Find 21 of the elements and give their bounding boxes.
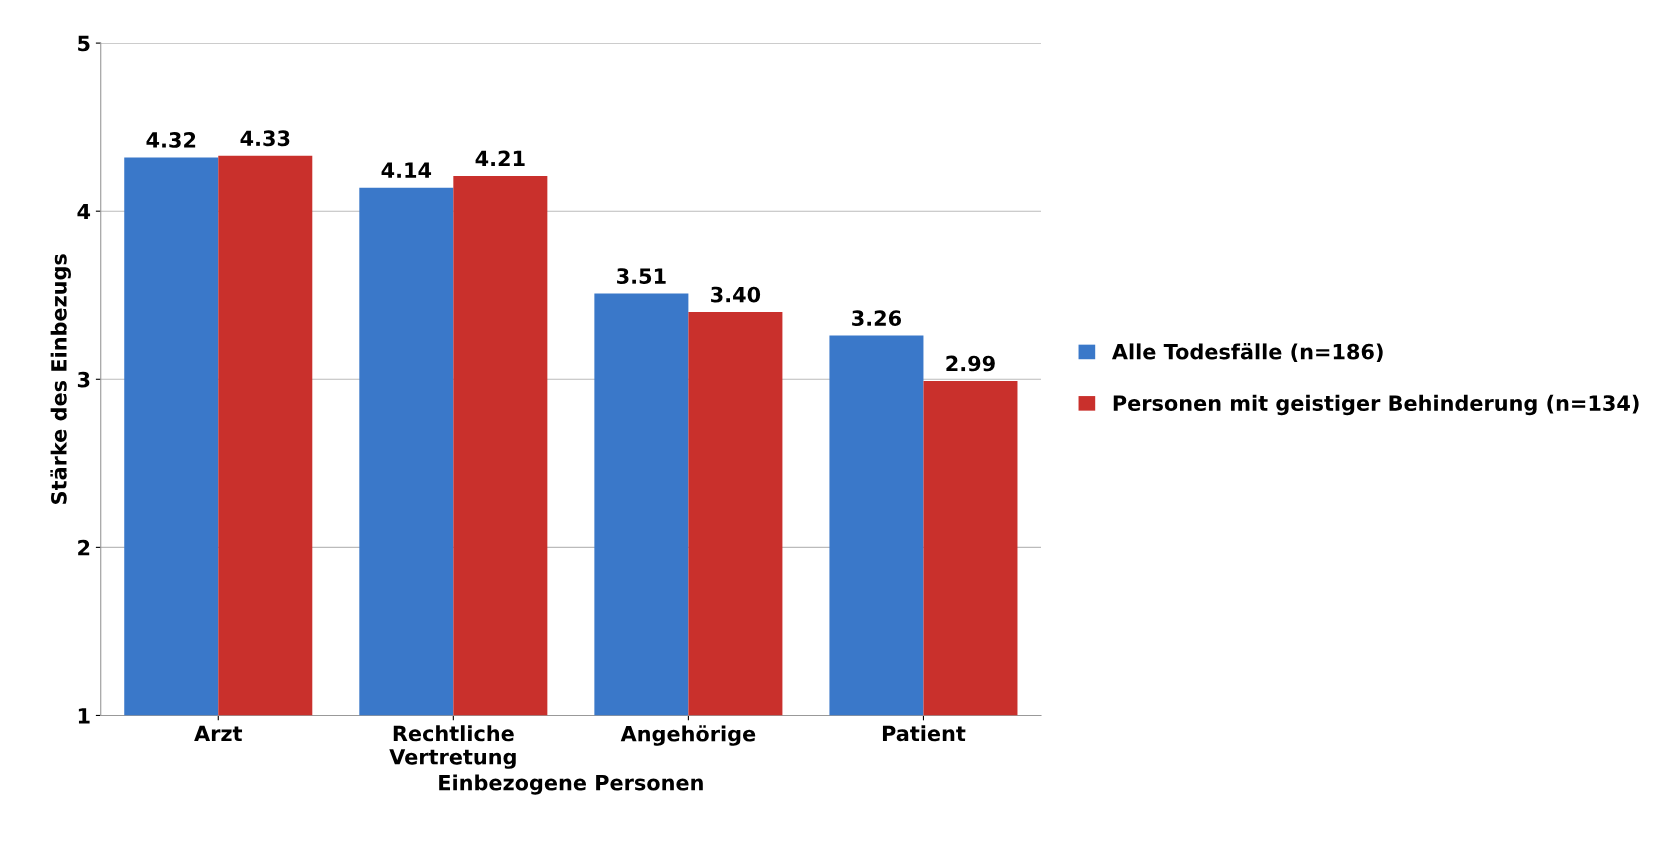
x-tick-label: Patient [882, 725, 966, 742]
legend-label: Personen mit geistiger Behinderung (n=134) [1113, 394, 1639, 416]
x-tick-label: Arzt [194, 725, 243, 742]
y-tick-label: 2 [78, 539, 90, 556]
data-label: 4.21 [475, 150, 525, 166]
x-tick-label: Angehörige [620, 725, 756, 746]
data-label: 4.32 [146, 132, 196, 148]
y-tick-label: 5 [78, 35, 90, 52]
x-tick-label: Rechtliche Vertretung [389, 725, 516, 769]
data-label: 3.40 [711, 286, 761, 303]
legend-label: Alle Todesfälle (n=186) [1111, 343, 1383, 362]
data-label: 4.14 [381, 162, 432, 178]
y-tick-label: 4 [77, 203, 91, 220]
data-label: 2.99 [946, 355, 995, 372]
data-label: 3.26 [852, 310, 902, 326]
y-axis-title: Stärke des Einbezugs [50, 254, 71, 504]
data-label: 3.51 [617, 268, 666, 284]
data-label: 4.33 [240, 130, 290, 147]
y-tick-label: 3 [77, 371, 90, 388]
y-tick-label: 1 [78, 708, 90, 724]
x-axis-title: Einbezogene Personen [439, 774, 703, 795]
